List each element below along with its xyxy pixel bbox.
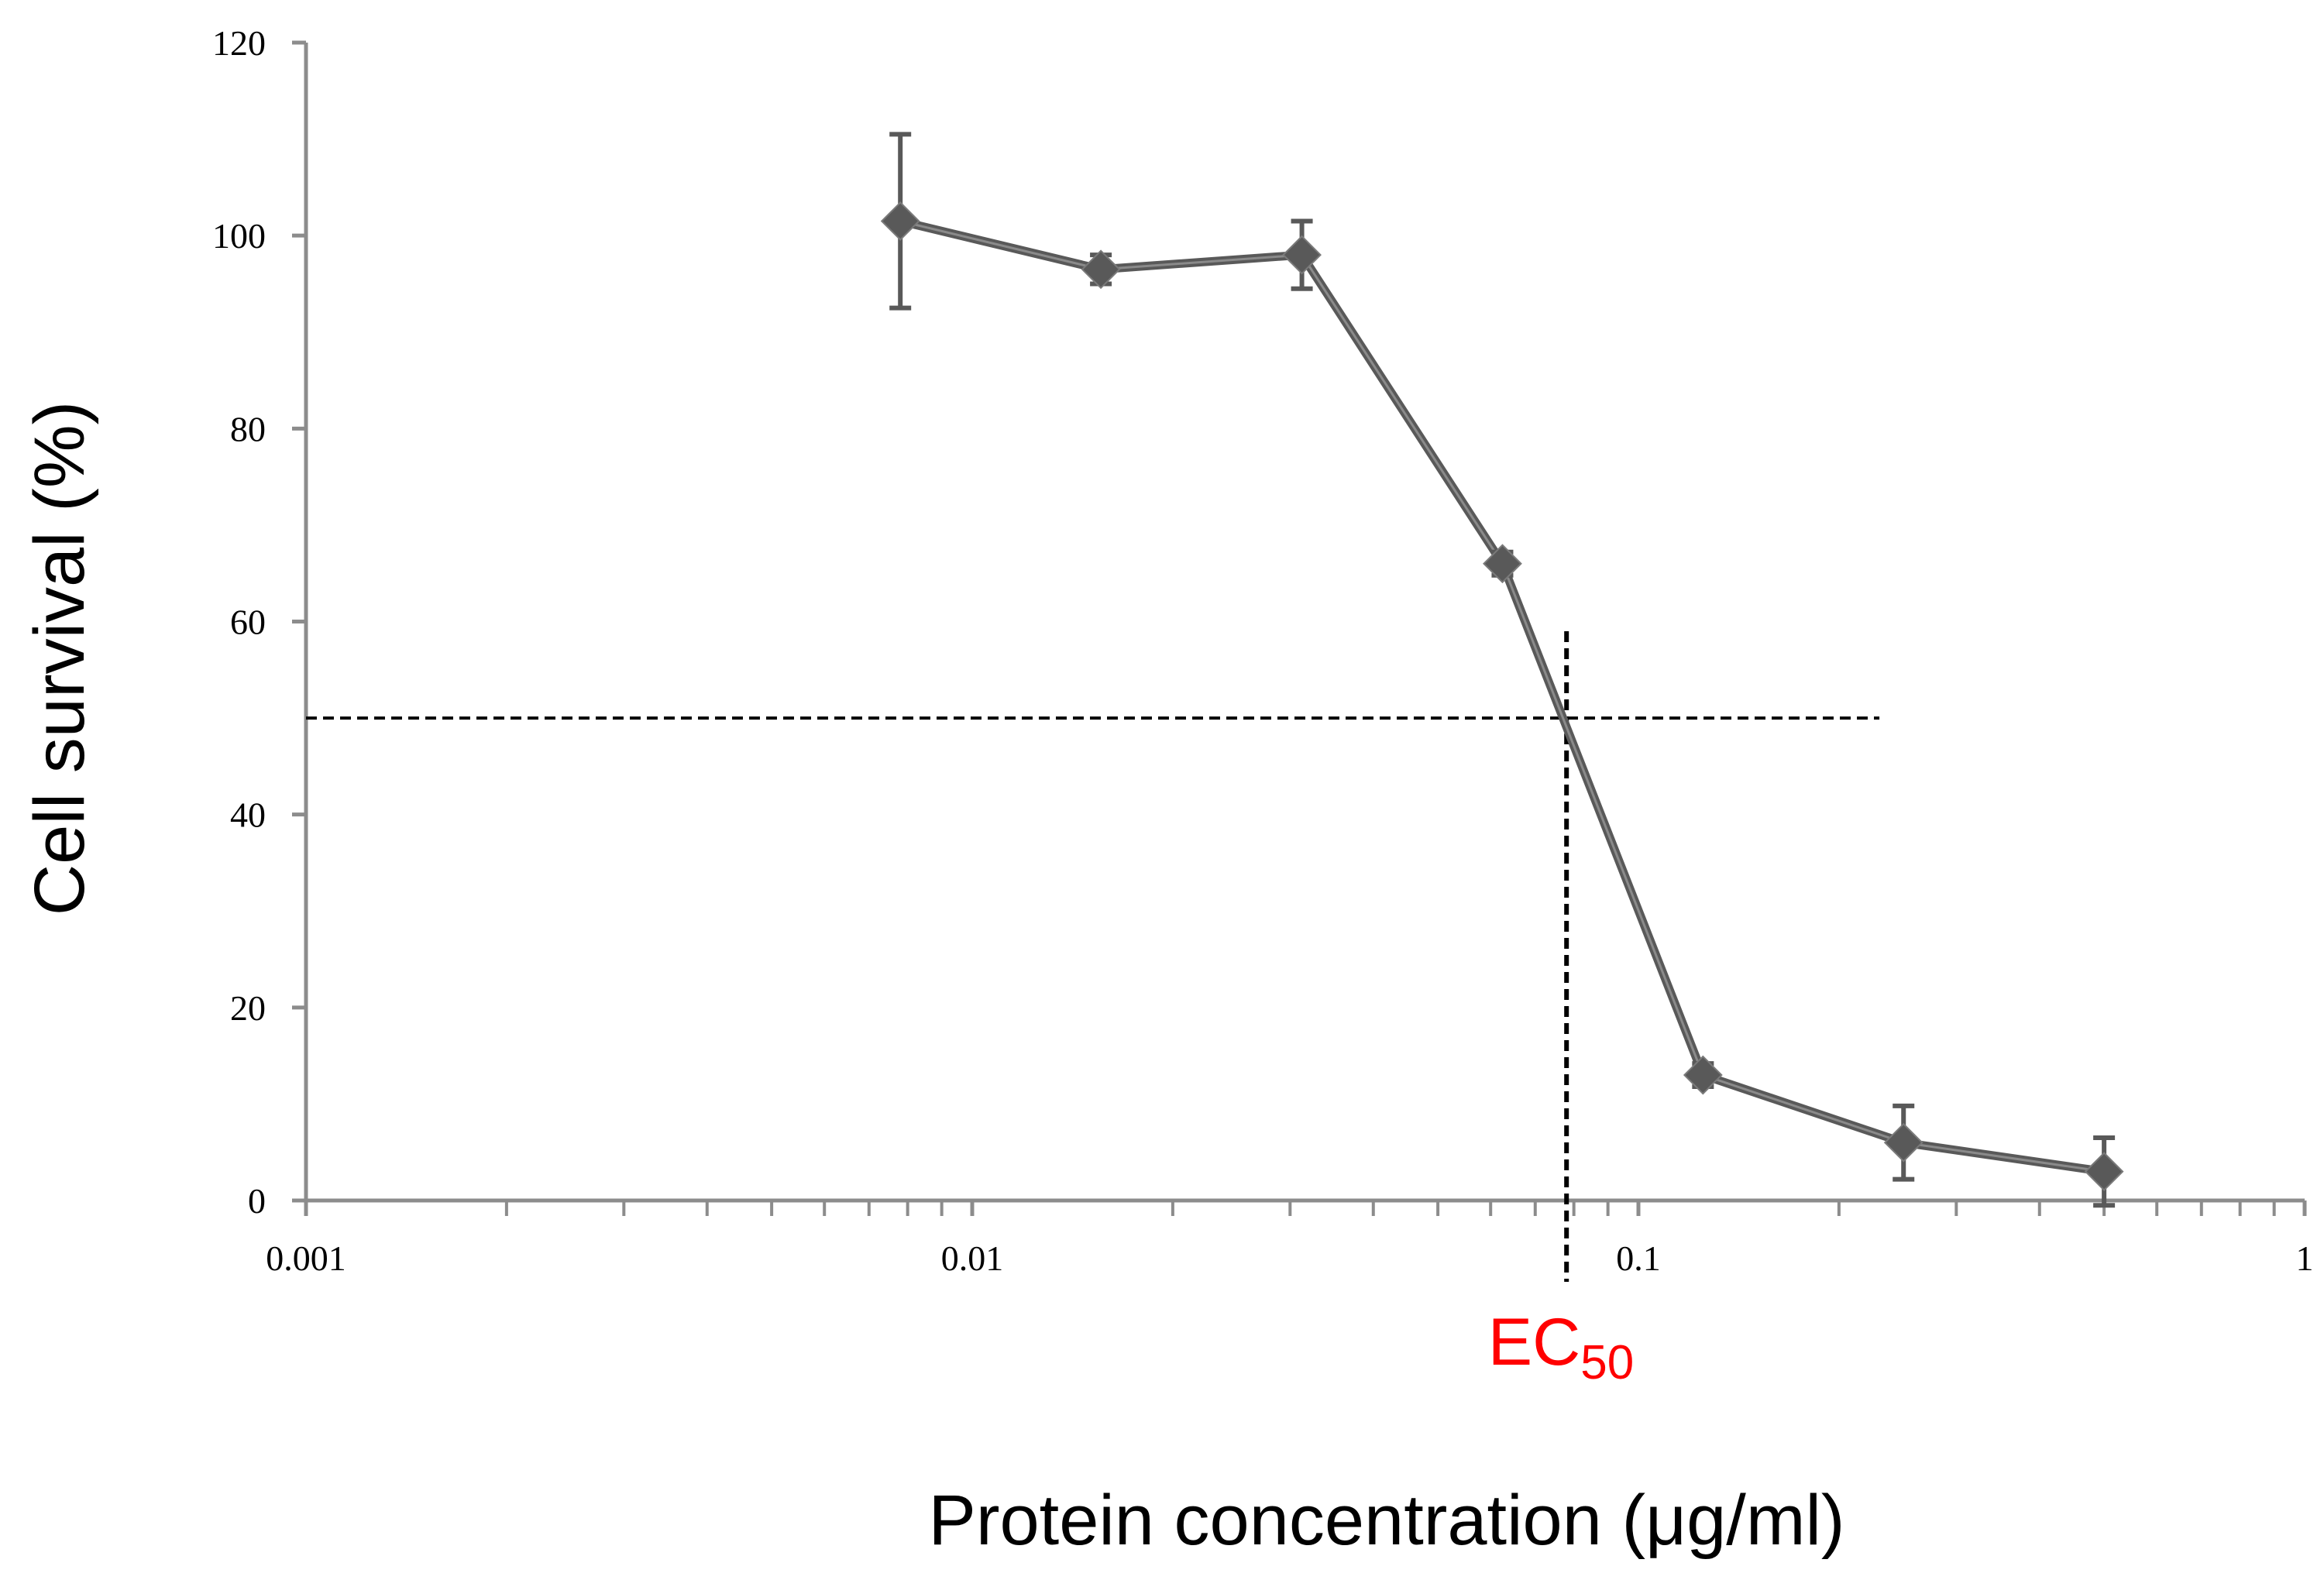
labels: Cell survival (%) Protein concentration … <box>20 401 1845 1560</box>
data-point <box>1683 1055 1723 1095</box>
ec50-guides <box>306 630 1880 1282</box>
data-point <box>880 201 920 241</box>
y-tick-label: 60 <box>230 603 266 642</box>
y-tick-label: 40 <box>230 795 266 835</box>
series-line <box>899 217 2105 1176</box>
axes <box>304 43 2305 1203</box>
y-tick-label: 80 <box>230 409 266 448</box>
x-tick-label: 0.01 <box>941 1238 1004 1278</box>
data-point <box>2084 1152 2124 1192</box>
y-tick-label: 100 <box>212 216 266 256</box>
series-line-highlight <box>899 220 2105 1173</box>
data-point <box>1282 235 1322 275</box>
data-point <box>1483 544 1522 584</box>
x-axis-title: Protein concentration (μg/ml) <box>928 1481 1844 1560</box>
series <box>880 132 2124 1208</box>
ticks: 0 20 40 60 80 100 120 0.001 0.01 0.1 1 <box>212 23 2314 1278</box>
y-axis-title: Cell survival (%) <box>20 401 99 916</box>
x-tick-label: 0.001 <box>266 1238 346 1278</box>
data-point <box>1883 1122 1923 1163</box>
y-tick-label: 20 <box>230 988 266 1028</box>
ec50-label-sub: 50 <box>1580 1336 1634 1389</box>
x-tick-label: 1 <box>2296 1238 2314 1278</box>
ec50-label: EC50 <box>1488 1305 1634 1389</box>
ec50-label-main: EC <box>1488 1305 1580 1379</box>
data-point <box>1081 249 1121 290</box>
y-tick-label: 120 <box>212 23 266 63</box>
x-tick-label: 0.1 <box>1616 1238 1661 1278</box>
y-tick-label: 0 <box>248 1181 266 1221</box>
